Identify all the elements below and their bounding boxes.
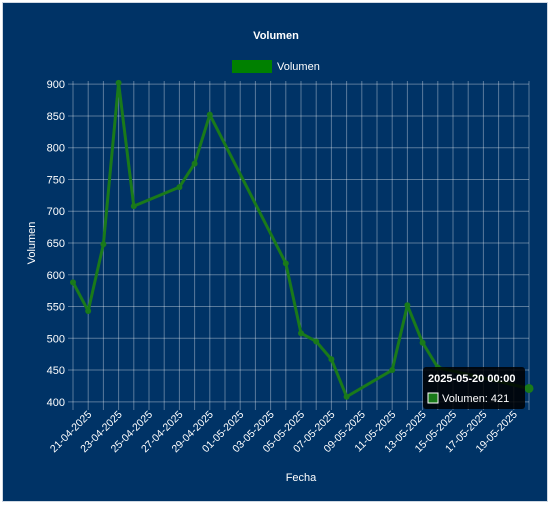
data-point[interactable] (313, 338, 320, 345)
tooltip: 2025-05-20 00:00 Volumen: 421 (423, 367, 525, 409)
y-tick-label: 650 (47, 238, 65, 250)
series-line (71, 81, 530, 399)
data-point[interactable] (282, 260, 289, 267)
tooltip-swatch (427, 392, 439, 404)
x-axis-ticks: 21-04-202523-04-202525-04-202527-04-2025… (48, 409, 520, 456)
data-point[interactable] (419, 339, 426, 346)
legend[interactable]: Volumen (232, 60, 320, 73)
y-tick-label: 400 (47, 397, 65, 409)
y-tick-label: 850 (47, 111, 65, 123)
y-tick-label: 750 (47, 174, 65, 186)
data-point[interactable] (70, 279, 76, 286)
x-axis-title: Fecha (286, 472, 317, 484)
data-point[interactable] (404, 302, 411, 309)
y-tick-label: 900 (47, 79, 65, 91)
legend-swatch (232, 60, 272, 73)
chart-title: Volumen (253, 30, 299, 42)
y-tick-label: 550 (47, 302, 65, 314)
series-volumen (70, 79, 534, 400)
chart-frame: Volumen Volumen 400 450 500 550 600 650 700 750… (2, 2, 548, 502)
data-point[interactable] (328, 356, 335, 363)
legend-label: Volumen (277, 61, 320, 73)
y-tick-label: 450 (47, 365, 65, 377)
y-tick-label: 700 (47, 206, 65, 218)
y-tick-label: 800 (47, 143, 65, 155)
y-axis-title: Volumen (26, 222, 38, 265)
data-point[interactable] (85, 307, 92, 314)
data-point[interactable] (130, 203, 137, 210)
y-tick-label: 500 (47, 333, 65, 345)
volume-chart: Volumen Volumen 400 450 500 550 600 650 700 750… (26, 30, 534, 484)
data-point[interactable] (100, 241, 107, 248)
data-point[interactable] (298, 330, 304, 337)
tooltip-title: 2025-05-20 00:00 (428, 373, 515, 385)
data-point[interactable] (176, 184, 183, 191)
tooltip-box (423, 367, 525, 409)
y-tick-label: 600 (47, 270, 65, 282)
data-point[interactable] (389, 367, 396, 374)
data-point[interactable] (191, 160, 198, 167)
data-point[interactable] (115, 79, 122, 86)
grid (68, 81, 530, 410)
tooltip-label: Volumen: 421 (442, 393, 509, 405)
y-axis-ticks: 400 450 500 550 600 650 700 750 800 850 900 (47, 79, 65, 409)
data-point[interactable] (206, 111, 213, 118)
data-point[interactable] (524, 383, 534, 393)
data-point[interactable] (343, 393, 350, 400)
